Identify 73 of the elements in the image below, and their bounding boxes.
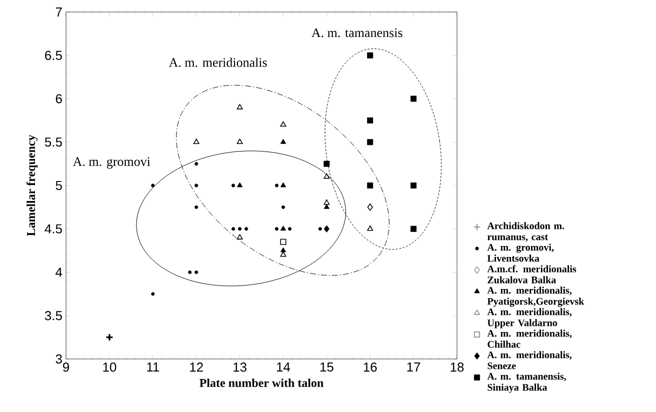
x-tick-label: 10 bbox=[103, 362, 116, 372]
annotation: A. m. gromovi bbox=[72, 157, 150, 169]
point bbox=[280, 226, 286, 231]
point bbox=[324, 173, 330, 179]
x-tick-label: 12 bbox=[190, 362, 203, 372]
point bbox=[410, 182, 417, 188]
point bbox=[280, 138, 286, 144]
x-axis-title: Plate number with talon bbox=[200, 378, 324, 388]
point bbox=[194, 205, 198, 209]
point bbox=[367, 225, 374, 231]
point bbox=[231, 184, 236, 188]
y-tick-label: 6.5 bbox=[45, 50, 62, 60]
legend-label: A. m. meridionalis, Upper Valdarno bbox=[487, 308, 572, 328]
point bbox=[274, 184, 279, 188]
y-tick-label: 7 bbox=[56, 8, 62, 16]
point bbox=[151, 184, 155, 188]
point bbox=[367, 139, 374, 146]
legend-label: A.m.cf. meridionalis Zukalova Balka bbox=[487, 265, 576, 284]
annotation: A. m. meridionalis bbox=[168, 58, 267, 67]
point bbox=[280, 238, 286, 245]
y-tick-label: 3.5 bbox=[44, 311, 62, 320]
point bbox=[274, 227, 279, 231]
point bbox=[324, 225, 330, 232]
point bbox=[367, 182, 374, 188]
x-tick-label: 18 bbox=[450, 362, 464, 372]
point bbox=[188, 270, 192, 274]
point bbox=[105, 333, 114, 342]
y-tick-label: 5.5 bbox=[44, 138, 62, 147]
annotation: A. m. tamanensis bbox=[312, 28, 402, 38]
point bbox=[231, 227, 236, 231]
point bbox=[193, 138, 200, 144]
point bbox=[236, 182, 243, 188]
point bbox=[367, 52, 374, 58]
legend-label: Archidiskodon m. rumanus, cast bbox=[487, 222, 564, 242]
y-tick-label: 5 bbox=[56, 180, 62, 190]
point bbox=[194, 162, 198, 166]
point bbox=[410, 96, 417, 102]
point bbox=[288, 227, 292, 231]
y-axis-title: Lamellar frequency bbox=[26, 134, 38, 236]
point bbox=[324, 199, 330, 205]
point bbox=[280, 121, 286, 127]
y-tick-label: 3 bbox=[56, 354, 62, 364]
point bbox=[194, 270, 198, 274]
legend-label: A. m. gromovi, Liventsovka bbox=[487, 244, 554, 262]
point bbox=[236, 234, 243, 240]
point bbox=[236, 104, 243, 110]
y-tick-label: 4.5 bbox=[44, 224, 62, 234]
x-tick-label: 14 bbox=[276, 362, 290, 372]
point bbox=[151, 292, 155, 296]
x-tick-label: 9 bbox=[63, 362, 70, 372]
y-tick-label: 6 bbox=[56, 94, 62, 104]
legend-label: A. m. meridionalis, Seneze bbox=[487, 351, 572, 370]
point bbox=[280, 182, 286, 188]
x-tick-label: 13 bbox=[234, 362, 246, 372]
legend-label: A. m. meridionalis, Chilhac bbox=[487, 330, 572, 348]
x-tick-label: 16 bbox=[364, 362, 377, 372]
point bbox=[236, 138, 243, 144]
legend-label: A. m. meridionalis, Pyatigorsk,Georgievsk bbox=[487, 286, 584, 307]
point bbox=[194, 184, 198, 188]
point bbox=[324, 160, 330, 167]
point bbox=[280, 247, 286, 252]
x-tick-label: 17 bbox=[407, 362, 420, 372]
point bbox=[318, 227, 322, 231]
x-tick-label: 11 bbox=[147, 362, 160, 372]
y-tick-label: 4 bbox=[56, 268, 62, 277]
point bbox=[281, 205, 286, 209]
legend-label: A. m. tamanensis, Siniaya Balka bbox=[487, 372, 566, 393]
point bbox=[244, 227, 248, 231]
point bbox=[238, 227, 242, 231]
point bbox=[367, 117, 374, 124]
x-tick-label: 15 bbox=[320, 362, 334, 372]
point bbox=[410, 226, 417, 232]
point bbox=[367, 204, 373, 211]
